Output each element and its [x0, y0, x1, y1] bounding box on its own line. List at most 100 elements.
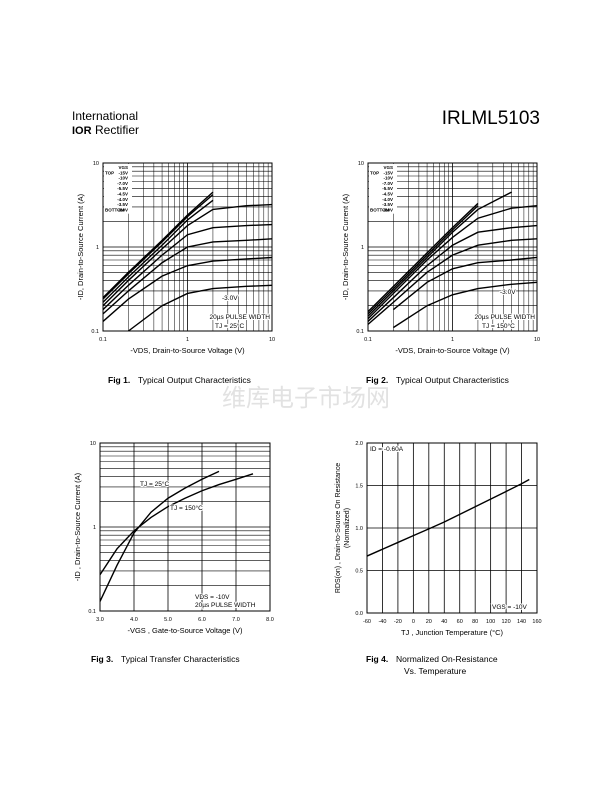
- legend-entry: -10V: [383, 176, 393, 181]
- legend-top: TOP: [370, 170, 379, 175]
- series-line: [99, 470, 220, 602]
- caption-text: Typical Transfer Characteristics: [121, 654, 240, 664]
- annotation: TJ = 25°C: [140, 480, 169, 488]
- annotation: TJ = 150°C: [482, 322, 515, 330]
- x-axis-label: -VGS , Gate-to-Source Voltage (V): [127, 626, 243, 635]
- x-tick-label: 60: [457, 619, 463, 625]
- y-tick-label: 1.5: [355, 484, 363, 490]
- company-logo: IOR: [72, 125, 92, 137]
- x-tick-label: 8.0: [266, 617, 274, 623]
- company-line2: Rectifier: [95, 123, 139, 137]
- legend-entry: -5.5V: [117, 186, 128, 191]
- y-tick-label: 0.5: [355, 569, 363, 575]
- annotation: 20µs PULSE WIDTH: [195, 602, 256, 609]
- series-line: [367, 238, 538, 325]
- caption-label: Fig 4.: [366, 654, 388, 664]
- y-tick-label: 1.0: [355, 526, 363, 532]
- y-tick-label: 0.0: [355, 611, 363, 617]
- series-line: [392, 256, 538, 311]
- series-line: [128, 284, 273, 332]
- legend-box: [369, 164, 397, 214]
- legend-entry: -15V: [118, 170, 128, 175]
- y-tick-label: 1: [93, 525, 96, 531]
- y-tick-label: 2.0: [355, 441, 363, 447]
- series-line: [366, 478, 530, 557]
- caption-label: Fig 2.: [366, 375, 388, 385]
- series-line: [367, 224, 538, 322]
- legend-entry: -15V: [383, 170, 393, 175]
- legend-entry: -4.0V: [382, 197, 393, 202]
- legend-bottom: BOTTOM: [370, 207, 390, 212]
- series-line: [367, 205, 538, 320]
- x-axis-label: -VDS, Drain-to-Source Voltage (V): [395, 346, 510, 355]
- y-axis-label: -ID, Drain-to-Source Current (A): [341, 193, 350, 300]
- annotation: 20µs PULSE WIDTH: [210, 314, 271, 321]
- y-axis-label: -ID, Drain-to-Source Current (A): [76, 193, 85, 300]
- plot-frame: [366, 442, 538, 614]
- legend-entry: -3.5V: [382, 202, 393, 207]
- legend-entry: -4.5V: [117, 192, 128, 197]
- legend-entry: -10V: [118, 176, 128, 181]
- series-line: [102, 238, 273, 315]
- x-tick-label: 40: [441, 619, 447, 625]
- plot-frame: [99, 442, 271, 612]
- legend-entry: -3.5V: [117, 202, 128, 207]
- series-line: [367, 205, 479, 315]
- x-tick-label: 140: [517, 619, 526, 625]
- annotation: TJ = 25°C: [215, 322, 244, 330]
- x-tick-label: -20: [394, 619, 402, 625]
- legend-top: TOP: [105, 170, 114, 175]
- annotation: TJ = 150°C: [170, 504, 203, 512]
- y-axis-label: RDS(on) , Drain-to-Source On Resistance: [335, 463, 342, 593]
- caption-label: Fig 1.: [108, 375, 130, 385]
- x-tick-label: 0.1: [364, 337, 372, 343]
- legend-bottom: BOTTOM: [105, 207, 125, 212]
- y-tick-label: 0.1: [88, 609, 96, 615]
- x-tick-label: 4.0: [130, 617, 138, 623]
- x-tick-label: 100: [486, 619, 495, 625]
- y-axis-label: (Normalized): [344, 508, 351, 548]
- legend-entry: -4.0V: [117, 197, 128, 202]
- annotation: 20µs PULSE WIDTH: [475, 314, 536, 321]
- series-line: [102, 256, 273, 322]
- x-tick-label: 6.0: [198, 617, 206, 623]
- annotation: VDS = -10V: [195, 594, 230, 601]
- x-tick-label: 120: [501, 619, 510, 625]
- y-tick-label: 0.1: [356, 329, 364, 335]
- caption-text: Typical Output Characteristics: [138, 375, 251, 385]
- caption-label: Fig 3.: [91, 654, 113, 664]
- annotation: -3.0V: [222, 295, 238, 302]
- y-tick-label: 0.1: [91, 329, 99, 335]
- x-tick-label: 1: [186, 337, 189, 343]
- caption-text: Typical Output Characteristics: [396, 375, 509, 385]
- legend-entry: -7.0V: [382, 181, 393, 186]
- x-tick-label: -60: [363, 619, 371, 625]
- legend-entry: -5.5V: [382, 186, 393, 191]
- x-tick-label: 3.0: [96, 617, 104, 623]
- x-axis-label: -VDS, Drain-to-Source Voltage (V): [130, 346, 245, 355]
- x-tick-label: 160: [532, 619, 541, 625]
- annotation: VGS = -10V: [492, 604, 528, 611]
- x-tick-label: 7.0: [232, 617, 240, 623]
- x-tick-label: 0.1: [99, 337, 107, 343]
- watermark: 维库电子市场网: [222, 385, 390, 412]
- series-line: [102, 199, 214, 303]
- caption-text: Normalized On-Resistance: [396, 654, 498, 664]
- series-line: [102, 203, 273, 307]
- legend-entry: -7.0V: [117, 181, 128, 186]
- legend-entry: -3.0V: [117, 207, 128, 212]
- plot-frame: [102, 162, 273, 332]
- series-line: [102, 191, 214, 299]
- x-tick-label: 80: [472, 619, 478, 625]
- legend-box: [104, 164, 132, 214]
- y-tick-label: 10: [93, 161, 99, 167]
- series-line: [99, 473, 254, 576]
- plot-frame: [367, 162, 538, 332]
- x-axis-label: TJ , Junction Temperature (°C): [401, 628, 504, 637]
- x-tick-label: 5.0: [164, 617, 172, 623]
- caption-text: Vs. Temperature: [404, 666, 466, 676]
- series-line: [367, 202, 479, 313]
- annotation: -3.0V: [500, 289, 516, 296]
